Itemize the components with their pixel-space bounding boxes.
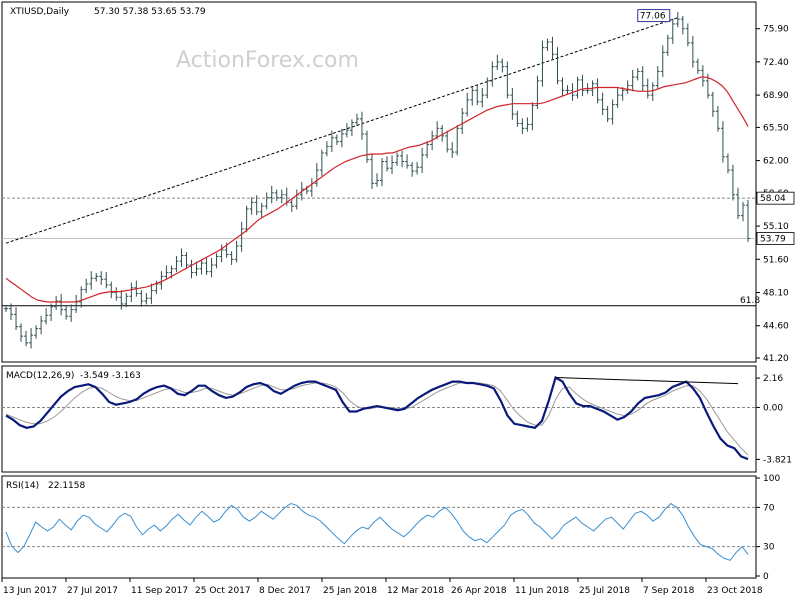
rsi-layer	[5, 502, 749, 561]
x-tick-label-9: 25 Jul 2018	[579, 586, 630, 596]
x-tick-label-10: 7 Sep 2018	[643, 586, 695, 596]
rsi-value: 22.1158	[48, 481, 85, 491]
x-tick-label-7: 26 Apr 2018	[451, 586, 507, 596]
grid-layer	[2, 17, 756, 548]
x-tick-label-8: 11 Jun 2018	[515, 586, 569, 596]
watermark: ActionForex.com	[176, 48, 359, 73]
ohlc-values: 57.30 57.38 53.65 53.79	[94, 7, 206, 17]
axes-layer: 75.9072.4068.9065.5062.0058.6055.1051.60…	[1, 9, 795, 596]
macd-title: MACD(12,26,9)	[6, 371, 74, 381]
price-y-tick-label-9: 44.60	[763, 322, 789, 332]
rsi-y-tick-label-1: 70	[763, 503, 775, 513]
price-y-tick-label-8: 48.10	[763, 289, 789, 299]
peak-badge	[637, 9, 671, 23]
price-y-tick-label-10: 41.20	[763, 354, 789, 364]
rsi-y-tick-label-0: 100	[763, 474, 780, 484]
symbol-label: XTIUSD,Daily	[10, 7, 70, 17]
x-tick-label-2: 11 Sep 2017	[131, 586, 188, 596]
macd-line	[5, 375, 749, 461]
price-y-tick-label-3: 65.50	[763, 123, 789, 133]
trendline	[5, 17, 678, 244]
x-tick-label-3: 25 Oct 2017	[195, 586, 251, 596]
last-price-badge-label: 53.79	[760, 235, 786, 245]
resistance-badge	[756, 191, 795, 205]
macd-y-tick-label-0: 2.16	[763, 374, 783, 384]
last-price-badge	[756, 232, 795, 245]
rsi-title: RSI(14)	[6, 481, 39, 491]
macd-panel-border	[1, 365, 757, 473]
price-y-tick-label-4: 62.00	[763, 157, 789, 167]
macd-divergence-line	[555, 377, 739, 385]
rsi-y-tick-label-3: 0	[763, 572, 769, 582]
price-y-tick-label-7: 51.60	[763, 255, 789, 265]
x-tick-label-11: 23 Oct 2018	[707, 586, 763, 596]
fib-label: 61.8	[740, 296, 760, 306]
x-tick-label-4: 8 Dec 2017	[259, 586, 311, 596]
resistance-badge-label: 58.04	[760, 194, 786, 204]
rsi-line	[5, 502, 749, 561]
x-tick-label-6: 12 Mar 2018	[387, 586, 444, 596]
price-y-tick-label-0: 75.90	[763, 25, 789, 35]
macd-y-tick-label-1: 0.00	[763, 403, 783, 413]
macd-y-tick-label-2: -3.821	[763, 455, 792, 465]
peak-badge-label: 77.06	[640, 12, 666, 22]
price-panel-border	[1, 1, 757, 363]
x-tick-label-1: 27 Jul 2017	[67, 586, 118, 596]
price-y-tick-label-1: 72.40	[763, 58, 789, 68]
price-y-tick-label-6: 55.10	[763, 222, 789, 232]
price-y-tick-label-2: 68.90	[763, 91, 789, 101]
macd-layer	[5, 375, 749, 461]
price-layer	[4, 12, 750, 349]
x-tick-label-5: 25 Jan 2018	[323, 586, 377, 596]
macd-values: -3.549 -3.163	[80, 371, 141, 381]
x-tick-label-0: 13 Jun 2017	[3, 586, 57, 596]
rsi-y-tick-label-2: 30	[763, 543, 775, 553]
moving-average-line	[5, 76, 749, 303]
macd-signal-line	[5, 382, 749, 456]
rsi-panel-border	[1, 475, 757, 579]
